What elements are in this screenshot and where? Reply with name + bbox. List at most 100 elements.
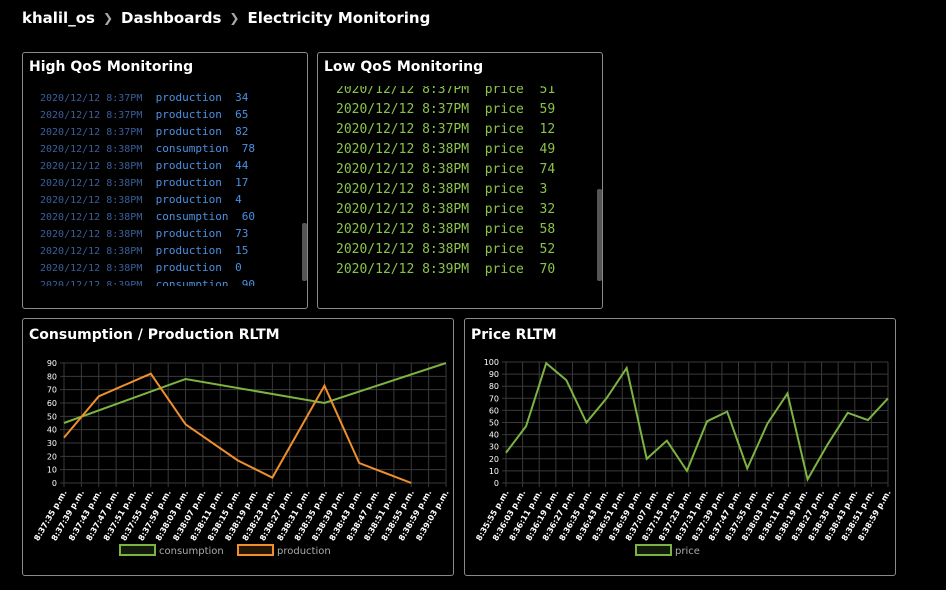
log-time: 2020/12/12 8:38PM bbox=[336, 142, 470, 157]
log-time: 2020/12/12 8:38PM bbox=[336, 242, 470, 257]
log-name: price bbox=[484, 202, 524, 217]
log-time: 2020/12/12 8:37PM bbox=[336, 102, 470, 117]
breadcrumb: khalil_os ❯ Dashboards ❯ Electricity Monit… bbox=[22, 9, 431, 27]
chart-title: Consumption / Production RLTM bbox=[29, 327, 280, 343]
log-name: price bbox=[484, 102, 524, 117]
log-value: 34 bbox=[235, 91, 249, 104]
log-value: 58 bbox=[539, 222, 556, 237]
log-value: 90 bbox=[241, 278, 255, 286]
log-name: production bbox=[155, 108, 222, 121]
log-row: 2020/12/12 8:38PM production 44 bbox=[40, 158, 302, 175]
log-name: production bbox=[155, 125, 222, 138]
log-time: 2020/12/12 8:38PM bbox=[336, 182, 470, 197]
log-time: 2020/12/12 8:38PM bbox=[40, 263, 143, 274]
panel-title: High QoS Monitoring bbox=[29, 59, 194, 75]
log-time: 2020/12/12 8:38PM bbox=[336, 202, 470, 217]
log-value: 65 bbox=[235, 108, 249, 121]
log-name: production bbox=[155, 244, 222, 257]
log-time: 2020/12/12 8:38PM bbox=[40, 144, 143, 155]
log-row: 2020/12/12 8:38PM price 52 bbox=[336, 240, 598, 260]
y-tick-label: 10 bbox=[489, 467, 499, 476]
log-time: 2020/12/12 8:38PM bbox=[40, 161, 143, 172]
log-value: 82 bbox=[235, 125, 249, 138]
log-value: 32 bbox=[539, 202, 556, 217]
log-time: 2020/12/12 8:39PM bbox=[40, 280, 143, 286]
y-tick-label: 10 bbox=[47, 466, 57, 475]
log-time: 2020/12/12 8:38PM bbox=[40, 178, 143, 189]
log-row: 2020/12/12 8:38PM price 3 bbox=[336, 180, 598, 200]
log-name: consumption bbox=[155, 210, 229, 223]
log-row: 2020/12/12 8:38PM price 74 bbox=[336, 160, 598, 180]
log-time: 2020/12/12 8:37PM bbox=[40, 110, 143, 121]
legend-swatch bbox=[237, 544, 274, 556]
log-name: price bbox=[484, 242, 524, 257]
log-name: price bbox=[484, 142, 524, 157]
y-tick-label: 30 bbox=[489, 443, 499, 452]
y-tick-label: 90 bbox=[489, 370, 499, 379]
log: 2020/12/12 8:37PM production 34 2020/12/1… bbox=[40, 90, 302, 286]
log-name: consumption bbox=[155, 278, 229, 286]
log-name: production bbox=[155, 193, 222, 206]
log-value: 60 bbox=[241, 210, 255, 223]
log-row: 2020/12/12 8:39PM price 70 bbox=[336, 260, 598, 280]
log-row: 2020/12/12 8:38PM production 17 bbox=[40, 175, 302, 192]
y-tick-label: 60 bbox=[47, 399, 57, 408]
log-time: 2020/12/12 8:37PM bbox=[40, 127, 143, 138]
log-name: production bbox=[155, 159, 222, 172]
series-line bbox=[63, 362, 447, 424]
log-row: 2020/12/12 8:38PM production 15 bbox=[40, 243, 302, 260]
y-tick-label: 20 bbox=[489, 455, 499, 464]
log-row: 2020/12/12 8:38PM price 32 bbox=[336, 200, 598, 220]
log-value: 52 bbox=[539, 242, 556, 257]
legend-label: consumption bbox=[159, 546, 224, 557]
log-value: 51 bbox=[539, 86, 556, 97]
y-tick-label: 60 bbox=[489, 406, 499, 415]
legend-swatch bbox=[635, 544, 672, 556]
high-qos-panel: High QoS Monitoring 2020/12/12 8:37PM pr… bbox=[22, 52, 308, 309]
log-time: 2020/12/12 8:38PM bbox=[40, 212, 143, 223]
log-row: 2020/12/12 8:38PM consumption 60 bbox=[40, 209, 302, 226]
log-row: 2020/12/12 8:37PM price 59 bbox=[336, 100, 598, 120]
low-qos-panel: Low QoS Monitoring 2020/12/12 8:37PM pri… bbox=[317, 52, 603, 309]
log-row: 2020/12/12 8:38PM consumption 78 bbox=[40, 141, 302, 158]
log-time: 2020/12/12 8:38PM bbox=[40, 229, 143, 240]
log-name: price bbox=[484, 122, 524, 137]
log-name: production bbox=[155, 261, 222, 274]
log-value: 17 bbox=[235, 176, 249, 189]
crumb[interactable]: Dashboards bbox=[121, 9, 222, 27]
y-tick-label: 50 bbox=[47, 412, 57, 421]
log-time: 2020/12/12 8:37PM bbox=[336, 86, 470, 97]
log-row: 2020/12/12 8:38PM production 4 bbox=[40, 192, 302, 209]
log-row: 2020/12/12 8:38PM price 49 bbox=[336, 140, 598, 160]
y-tick-label: 70 bbox=[47, 386, 57, 395]
y-tick-label: 40 bbox=[489, 431, 499, 440]
y-tick-label: 80 bbox=[489, 382, 499, 391]
y-tick-label: 0 bbox=[52, 479, 57, 488]
legend-label: price bbox=[675, 546, 700, 557]
log-row: 2020/12/12 8:38PM production 0 bbox=[40, 260, 302, 277]
y-tick-label: 50 bbox=[489, 419, 499, 428]
crumb[interactable]: khalil_os bbox=[22, 9, 95, 27]
y-tick-label: 0 bbox=[494, 479, 499, 488]
log-row: 2020/12/12 8:38PM production 73 bbox=[40, 226, 302, 243]
log-name: price bbox=[484, 86, 524, 97]
chart-title: Price RLTM bbox=[471, 327, 557, 343]
log-time: 2020/12/12 8:38PM bbox=[40, 195, 143, 206]
log-value: 0 bbox=[235, 261, 242, 274]
log-value: 15 bbox=[235, 244, 249, 257]
y-tick-label: 70 bbox=[489, 394, 499, 403]
log-time: 2020/12/12 8:37PM bbox=[40, 93, 143, 104]
y-tick-label: 100 bbox=[484, 358, 499, 367]
log-row: 2020/12/12 8:37PM production 34 bbox=[40, 90, 302, 107]
log-value: 70 bbox=[539, 262, 556, 277]
log-name: price bbox=[484, 162, 524, 177]
log-row: 2020/12/12 8:37PM production 82 bbox=[40, 124, 302, 141]
y-tick-label: 20 bbox=[47, 452, 57, 461]
scrollbar[interactable] bbox=[302, 223, 307, 281]
log-value: 73 bbox=[235, 227, 249, 240]
y-tick-label: 30 bbox=[47, 439, 57, 448]
log-name: production bbox=[155, 91, 222, 104]
legend-swatch bbox=[119, 544, 156, 556]
scrollbar[interactable] bbox=[597, 189, 602, 281]
